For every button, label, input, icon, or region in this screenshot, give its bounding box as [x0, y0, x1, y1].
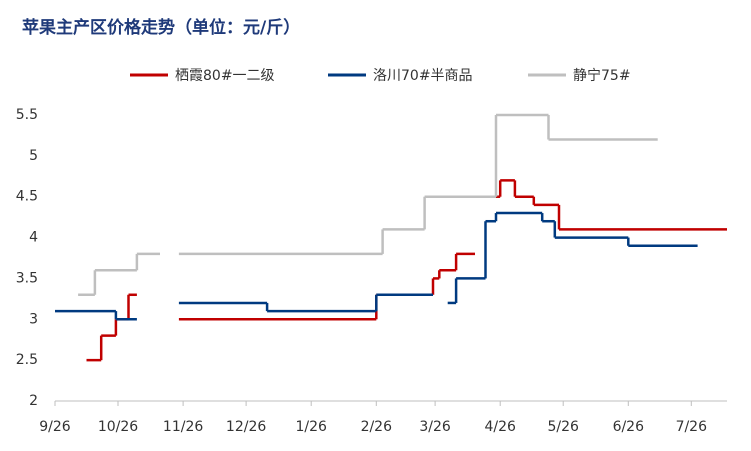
legend-label: 栖霞80#一二级 [175, 68, 275, 84]
chart-title: 苹果主产区价格走势（单位：元/斤） [22, 17, 300, 38]
x-tick-label: 3/26 [419, 419, 451, 435]
y-tick-label: 3 [29, 311, 38, 327]
y-tick-label: 4.5 [16, 189, 38, 205]
x-tick-label: 5/26 [547, 419, 579, 435]
x-tick-label: 6/26 [613, 419, 645, 435]
x-tick-label: 11/26 [163, 419, 203, 435]
x-tick-label: 4/26 [484, 419, 516, 435]
x-tick-label: 7/26 [676, 419, 708, 435]
y-tick-label: 2.5 [16, 352, 38, 368]
y-tick-label: 2 [29, 393, 38, 409]
x-tick-label: 2/26 [361, 419, 393, 435]
y-tick-label: 5 [29, 148, 38, 164]
x-tick-label: 1/26 [295, 419, 327, 435]
x-tick-label: 12/26 [226, 419, 266, 435]
legend-label: 静宁75# [573, 67, 631, 84]
legend-label: 洛川70#半商品 [373, 68, 473, 84]
y-tick-label: 4 [29, 230, 38, 246]
y-tick-label: 5.5 [16, 107, 38, 123]
y-tick-label: 3.5 [16, 270, 38, 286]
x-tick-label: 10/26 [98, 419, 138, 435]
x-tick-label: 9/26 [39, 419, 71, 435]
